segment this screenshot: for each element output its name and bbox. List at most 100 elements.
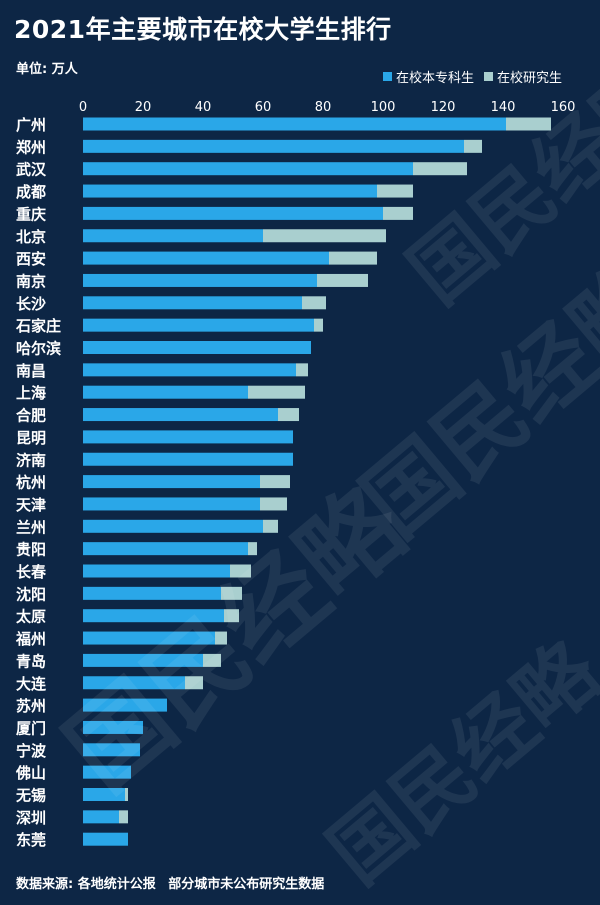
bar-undergrad <box>83 341 311 354</box>
category-label: 兰州 <box>16 518 46 536</box>
bar-undergrad <box>83 631 215 645</box>
bar-undergrad <box>83 586 221 600</box>
x-tick-label: 100 <box>371 100 396 115</box>
bar-undergrad <box>83 385 248 399</box>
bar-graduate <box>248 385 305 399</box>
bar-undergrad <box>83 273 317 287</box>
bar-undergrad <box>83 206 383 220</box>
bar-undergrad <box>83 452 293 466</box>
bar-graduate <box>329 251 377 265</box>
x-tick-label: 60 <box>255 100 272 115</box>
bar-undergrad <box>83 363 296 377</box>
bar-graduate <box>221 586 242 600</box>
bar-graduate <box>125 788 128 801</box>
bar-undergrad <box>83 229 263 243</box>
bar-graduate <box>263 229 386 243</box>
bar-undergrad <box>83 542 248 556</box>
category-label: 沈阳 <box>16 585 46 603</box>
bar-graduate <box>230 564 251 578</box>
unit-label: 单位: 万人 <box>16 62 78 77</box>
category-label: 无锡 <box>15 787 46 805</box>
category-label: 昆明 <box>16 429 46 447</box>
bar-undergrad <box>83 519 263 533</box>
category-label: 福州 <box>15 630 46 648</box>
legend-item-undergrad: 在校本专科生 <box>382 67 474 86</box>
category-label: 上海 <box>16 384 46 402</box>
category-label: 太原 <box>16 608 46 626</box>
category-label: 苏州 <box>16 697 46 715</box>
category-label: 郑州 <box>16 138 46 156</box>
bar-undergrad <box>83 765 131 779</box>
legend-swatch-undergrad <box>382 72 392 81</box>
category-label: 石家庄 <box>15 317 61 335</box>
category-label: 深圳 <box>16 809 46 827</box>
bar-undergrad <box>83 564 230 578</box>
category-label: 南京 <box>16 272 46 290</box>
category-label: 成都 <box>16 183 46 201</box>
bar-undergrad <box>83 430 293 444</box>
bar-undergrad <box>83 810 119 824</box>
bar-graduate <box>377 184 413 198</box>
category-label: 济南 <box>16 451 46 469</box>
bar-graduate <box>185 676 203 690</box>
category-label: 宁波 <box>16 742 47 760</box>
category-label: 合肥 <box>15 407 46 425</box>
category-label: 北京 <box>16 228 46 246</box>
chart-legend: 在校本专科生 在校研究生 <box>382 67 562 86</box>
bar-undergrad <box>83 117 506 131</box>
bar-graduate <box>317 273 368 287</box>
bar-graduate <box>302 296 326 310</box>
bar-graduate <box>215 631 227 645</box>
bar-undergrad <box>83 788 125 801</box>
bar-graduate <box>314 318 323 332</box>
category-label: 贵阳 <box>16 541 46 559</box>
legend-label-undergrad: 在校本专科生 <box>395 71 474 86</box>
bar-undergrad <box>83 184 377 198</box>
category-label: 佛山 <box>15 764 46 782</box>
bar-undergrad <box>83 251 329 265</box>
bar-graduate <box>464 139 482 153</box>
x-tick-label: 80 <box>315 100 332 115</box>
x-tick-label: 20 <box>135 100 152 115</box>
footer-source: 数据来源: 各地统计公报 <box>16 877 156 892</box>
bar-graduate <box>413 162 467 176</box>
bar-graduate <box>278 408 299 422</box>
bar-undergrad <box>83 676 185 690</box>
category-label: 西安 <box>16 250 46 268</box>
category-label: 大连 <box>16 675 47 693</box>
chart-footer: 数据来源: 各地统计公报 部分城市未公布研究生数据 <box>16 873 332 892</box>
legend-item-graduate: 在校研究生 <box>483 67 562 86</box>
category-label: 哈尔滨 <box>16 340 61 358</box>
category-label: 东莞 <box>16 831 46 849</box>
bar-graduate <box>260 497 287 511</box>
category-label: 天津 <box>16 496 46 514</box>
bar-undergrad <box>83 720 143 734</box>
category-label: 广州 <box>16 116 46 134</box>
bar-undergrad <box>83 162 413 176</box>
category-label: 青岛 <box>16 652 46 670</box>
bar-undergrad <box>83 698 167 712</box>
category-label: 长沙 <box>16 295 46 313</box>
x-tick-label: 160 <box>551 100 576 115</box>
bar-undergrad <box>83 296 302 310</box>
bar-graduate <box>224 609 239 623</box>
bar-undergrad <box>83 318 314 332</box>
category-label: 厦门 <box>16 719 46 737</box>
bar-graduate <box>296 363 308 377</box>
category-label: 重庆 <box>16 205 46 223</box>
bar-graduate <box>506 117 551 131</box>
category-label: 长春 <box>16 563 46 581</box>
x-tick-label: 140 <box>491 100 516 115</box>
bar-graduate <box>260 475 290 489</box>
legend-swatch-graduate <box>483 72 493 81</box>
x-tick-label: 40 <box>195 100 212 115</box>
bar-undergrad <box>83 408 278 422</box>
bar-graduate <box>119 810 128 824</box>
category-label: 南昌 <box>16 362 46 380</box>
bar-undergrad <box>83 653 203 667</box>
bar-graduate <box>248 542 257 556</box>
bar-undergrad <box>83 475 260 489</box>
footer-note: 部分城市未公布研究生数据 <box>168 877 325 892</box>
bar-undergrad <box>83 832 128 846</box>
